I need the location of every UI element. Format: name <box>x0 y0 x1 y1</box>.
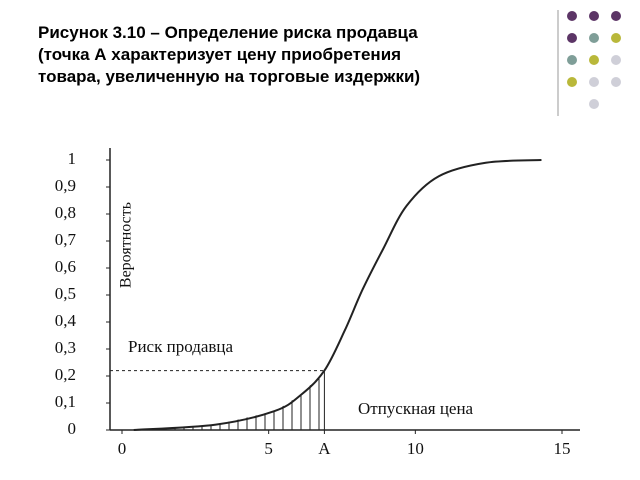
x-tick-label: A <box>318 439 331 458</box>
x-tick-label: 10 <box>407 439 424 458</box>
y-tick-label: 0,9 <box>55 176 76 195</box>
title-line: (точка А характеризует цену приобретения <box>38 45 402 64</box>
y-tick-label: 0,8 <box>55 203 76 222</box>
annotation: Отпускная цена <box>358 399 474 418</box>
y-tick-label: 0,7 <box>55 230 77 249</box>
y-tick-label: 1 <box>68 149 77 168</box>
y-axis-label: Вероятность <box>118 202 135 288</box>
y-tick-label: 0 <box>68 419 77 438</box>
risk-area <box>133 370 325 430</box>
x-tick-label: 0 <box>118 439 127 458</box>
y-tick-label: 0,1 <box>55 392 76 411</box>
title-line: Рисунок 3.10 – Определение риска продавц… <box>38 23 418 42</box>
y-tick-label: 0,5 <box>55 284 76 303</box>
title-line: товара, увеличенную на торговые издержки… <box>38 67 421 86</box>
slide-title: Рисунок 3.10 – Определение риска продавц… <box>38 22 548 88</box>
y-tick-label: 0,2 <box>55 365 76 384</box>
decor-dots <box>557 10 621 116</box>
x-tick-label: 5 <box>264 439 273 458</box>
annotation: Риск продавца <box>128 337 234 356</box>
x-tick-label: 15 <box>554 439 571 458</box>
probability-curve <box>133 159 542 431</box>
y-tick-label: 0,3 <box>55 338 76 357</box>
y-tick-label: 0,4 <box>55 311 77 330</box>
y-tick-label: 0,6 <box>55 257 76 276</box>
